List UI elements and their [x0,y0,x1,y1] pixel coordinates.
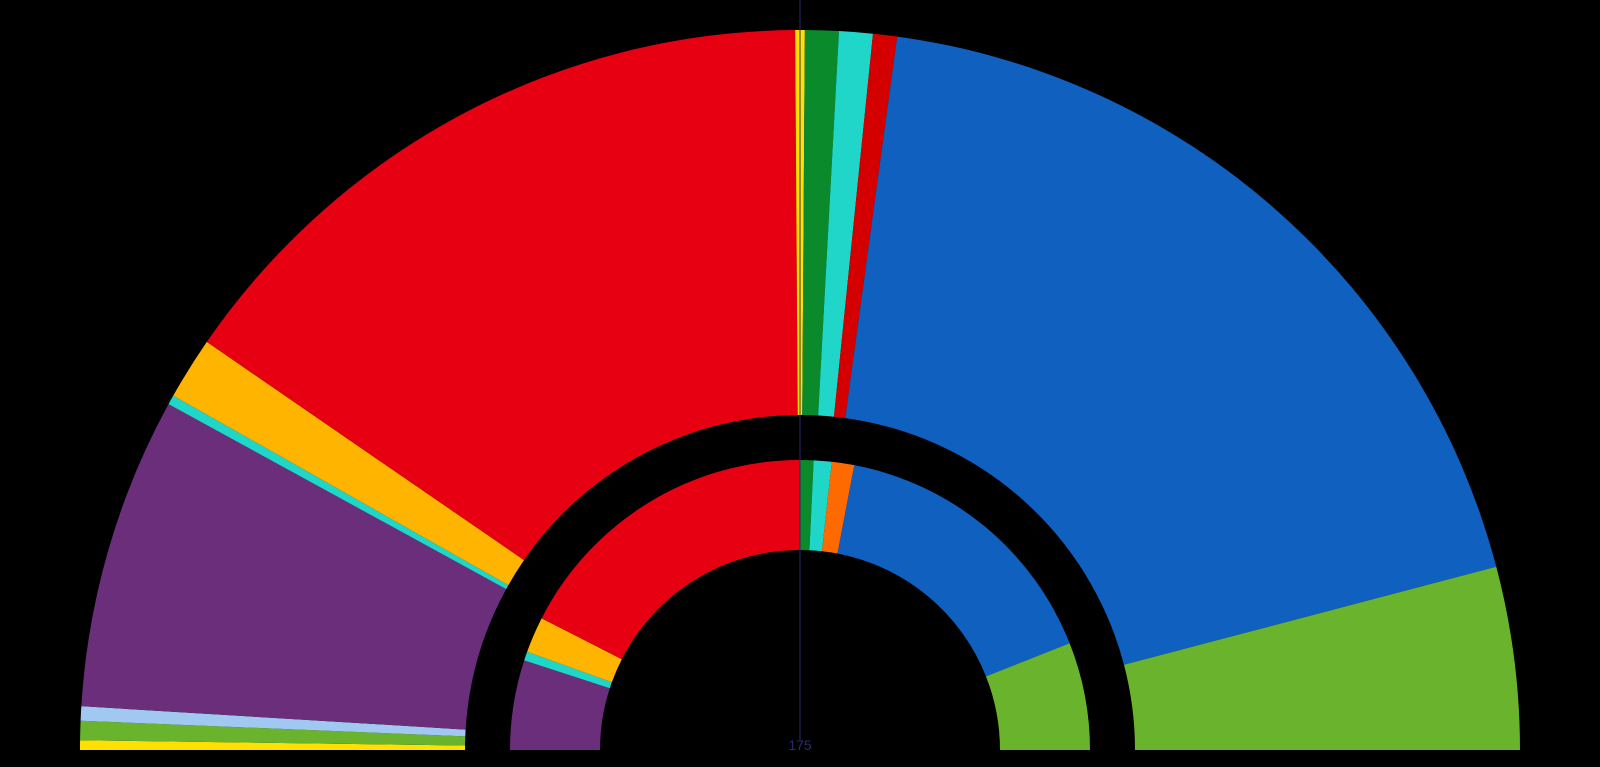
parliament-chart: 175 [0,0,1600,767]
center-label: 175 [788,737,812,753]
